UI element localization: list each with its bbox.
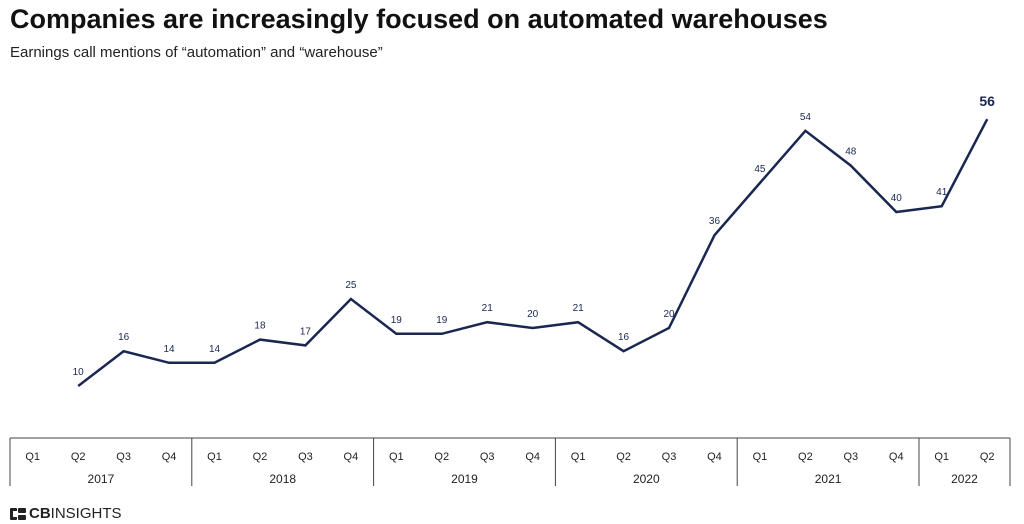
data-label: 36 bbox=[709, 216, 721, 227]
logo-text-cb: CB bbox=[29, 505, 51, 522]
data-label: 19 bbox=[391, 315, 403, 326]
quarter-tick-label: Q2 bbox=[616, 451, 631, 463]
data-label: 17 bbox=[300, 326, 312, 337]
quarter-tick-label: Q2 bbox=[253, 451, 268, 463]
year-label: 2021 bbox=[815, 472, 842, 486]
data-label: 14 bbox=[164, 344, 176, 355]
data-label: 25 bbox=[345, 280, 357, 291]
data-label: 19 bbox=[436, 315, 448, 326]
quarter-tick-label: Q1 bbox=[207, 451, 222, 463]
data-label: 54 bbox=[800, 112, 812, 123]
year-label: 2018 bbox=[269, 472, 296, 486]
data-label: 20 bbox=[527, 309, 539, 320]
quarter-tick-label: Q1 bbox=[934, 451, 949, 463]
series-line bbox=[77, 118, 989, 387]
quarter-tick-label: Q3 bbox=[116, 451, 131, 463]
quarter-tick-label: Q1 bbox=[753, 451, 768, 463]
data-label: 21 bbox=[482, 303, 494, 314]
data-label: 16 bbox=[118, 332, 130, 343]
data-label-latest: 56 bbox=[979, 93, 995, 109]
quarter-tick-label: Q1 bbox=[389, 451, 404, 463]
data-label: 48 bbox=[845, 147, 857, 158]
cb-insights-logo: CBINSIGHTS bbox=[10, 505, 122, 522]
data-label: 10 bbox=[73, 367, 85, 378]
quarter-tick-label: Q4 bbox=[525, 451, 540, 463]
data-label: 40 bbox=[891, 193, 903, 204]
data-label: 14 bbox=[209, 344, 221, 355]
quarter-tick-label: Q3 bbox=[843, 451, 858, 463]
data-label: 16 bbox=[618, 332, 630, 343]
quarter-tick-label: Q2 bbox=[798, 451, 813, 463]
year-label: 2017 bbox=[88, 472, 115, 486]
data-label: 20 bbox=[663, 309, 675, 320]
year-label: 2022 bbox=[951, 472, 978, 486]
quarter-tick-label: Q1 bbox=[25, 451, 40, 463]
quarter-tick-label: Q4 bbox=[162, 451, 177, 463]
data-label: 41 bbox=[936, 187, 948, 198]
year-label: 2019 bbox=[451, 472, 478, 486]
data-label: 18 bbox=[254, 321, 266, 332]
quarter-tick-label: Q3 bbox=[662, 451, 677, 463]
quarter-tick-label: Q2 bbox=[71, 451, 86, 463]
cb-insights-logo-icon bbox=[10, 507, 26, 520]
quarter-tick-label: Q1 bbox=[571, 451, 586, 463]
chart-title: Companies are increasingly focused on au… bbox=[10, 4, 828, 34]
quarter-tick-label: Q4 bbox=[707, 451, 722, 463]
quarter-tick-label: Q3 bbox=[298, 451, 313, 463]
quarter-tick-label: Q2 bbox=[980, 451, 995, 463]
logo-text-insights: INSIGHTS bbox=[50, 505, 122, 522]
quarter-tick-label: Q4 bbox=[889, 451, 904, 463]
year-label: 2020 bbox=[633, 472, 660, 486]
quarter-tick-label: Q3 bbox=[480, 451, 495, 463]
quarter-tick-label: Q2 bbox=[434, 451, 449, 463]
data-label: 21 bbox=[573, 303, 585, 314]
chart-subtitle: Earnings call mentions of “automation” a… bbox=[10, 44, 383, 61]
data-label: 45 bbox=[754, 164, 766, 175]
quarter-tick-label: Q4 bbox=[344, 451, 359, 463]
